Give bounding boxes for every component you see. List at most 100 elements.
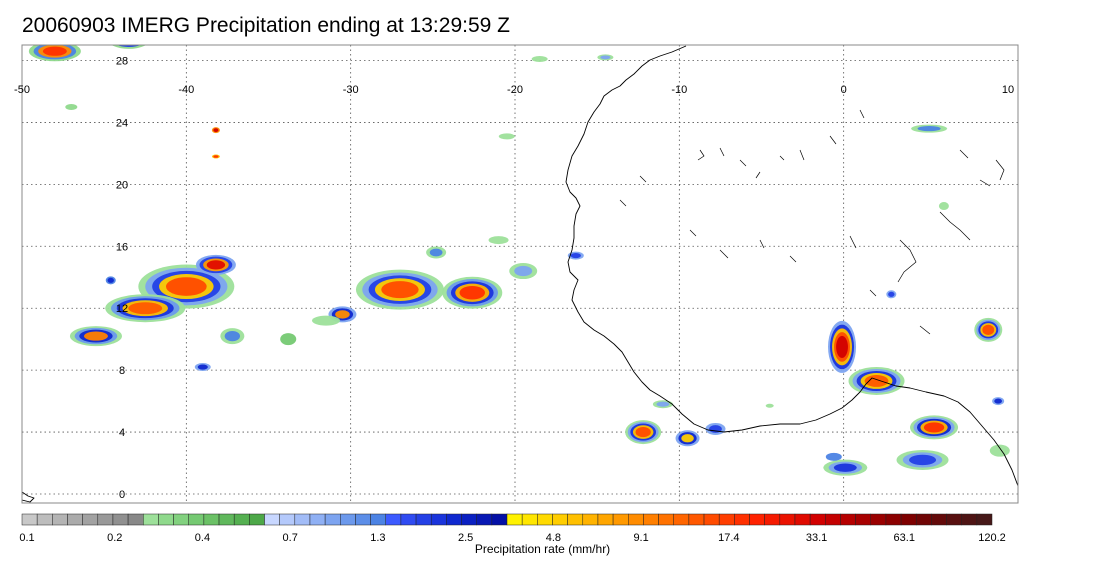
lon-tick-label: -30: [343, 84, 359, 96]
colorbar-swatch: [643, 513, 659, 526]
precip-cell: [83, 331, 108, 341]
precip-cell: [128, 302, 163, 315]
colorbar-swatch: [52, 513, 68, 526]
colorbar-swatch: [158, 513, 174, 526]
precip-cell: [989, 444, 1010, 457]
precipitation-overlay: [28, 45, 1010, 476]
precip-cell: [224, 330, 241, 342]
colorbar-swatch: [506, 513, 523, 526]
precip-cell: [213, 128, 219, 133]
colorbar-swatch: [67, 513, 83, 526]
colorbar-swatch: [900, 513, 917, 526]
colorbar-swatch: [21, 513, 38, 526]
precip-cell: [765, 403, 774, 408]
colorbar-swatch: [112, 513, 129, 526]
precip-cell: [116, 45, 141, 48]
precip-cell: [280, 333, 297, 346]
colorbar-tick-label: 1.3: [370, 532, 385, 544]
precip-cell: [600, 55, 611, 60]
colorbar-swatch: [628, 513, 644, 526]
colorbar-tick-label: 0.2: [107, 532, 122, 544]
map-frame: [21, 44, 1019, 504]
coastline-cape-verde: [22, 491, 35, 503]
colorbar-swatch: [537, 513, 553, 526]
precip-cell: [864, 375, 889, 387]
precip-cell: [65, 103, 78, 110]
colorbar-swatch: [961, 513, 978, 526]
precip-cell: [570, 253, 581, 259]
lat-tick-label: 16: [116, 241, 128, 253]
colorbar-swatch: [294, 513, 311, 526]
colorbar-swatch: [870, 513, 887, 526]
colorbar-swatch: [521, 513, 538, 526]
colorbar-tick-label: 4.8: [546, 532, 561, 544]
latitude-labels: 0 4 8 12 16 20 24 28: [116, 56, 128, 502]
lat-tick-label: 20: [116, 179, 128, 191]
lat-tick-label: 8: [119, 365, 125, 377]
colorbar-swatch: [143, 513, 159, 526]
colorbar-swatch: [809, 513, 826, 526]
colorbar-swatch: [355, 513, 371, 526]
colorbar-tick-label: 120.2: [978, 532, 1006, 544]
lon-tick-label: -20: [507, 84, 523, 96]
colorbar-swatch: [734, 513, 750, 526]
colorbar-swatch: [249, 513, 265, 526]
colorbar-swatch: [279, 513, 296, 526]
precip-cell: [213, 155, 219, 158]
colorbar-swatch: [173, 513, 189, 526]
lon-tick-label: -50: [14, 84, 30, 96]
lat-tick-label: 4: [119, 427, 125, 439]
colorbar-swatch: [415, 513, 432, 526]
precip-cell: [888, 291, 895, 297]
lat-tick-label: 24: [116, 117, 128, 129]
precip-cell: [635, 426, 651, 438]
colorbar-tick-labels: 0.1 0.2 0.4 0.7 1.3 2.5 4.8 9.1 17.4 33.1 63.1 120.…: [19, 532, 1005, 544]
colorbar: [21, 513, 993, 526]
colorbar-swatch: [915, 513, 932, 526]
colorbar-swatch: [794, 513, 811, 526]
precip-cell: [938, 202, 949, 211]
colorbar-swatch: [582, 513, 599, 526]
colorbar-swatch: [825, 513, 841, 526]
colorbar-swatch: [597, 513, 614, 526]
colorbar-swatch: [688, 513, 705, 526]
page-title: 20060903 IMERG Precipitation ending at 1…: [22, 14, 510, 37]
colorbar-swatch: [855, 513, 871, 526]
colorbar-tick-label: 63.1: [894, 532, 915, 544]
colorbar-swatch: [673, 513, 690, 526]
colorbar-swatch: [612, 513, 629, 526]
lon-tick-label: 10: [1002, 84, 1014, 96]
precip-cell: [429, 248, 443, 257]
lon-tick-label: -40: [178, 84, 194, 96]
colorbar-swatch: [749, 513, 765, 526]
colorbar-swatch: [885, 513, 902, 526]
colorbar-swatch: [127, 513, 144, 526]
colorbar-tick-label: 2.5: [458, 532, 473, 544]
colorbar-swatch: [324, 513, 341, 526]
colorbar-swatch: [476, 513, 493, 526]
longitude-labels: -50 -40 -30 -20 -10 0 10: [14, 84, 1014, 96]
colorbar-swatch: [400, 513, 417, 526]
colorbar-swatch: [264, 513, 280, 526]
lat-tick-label: 12: [116, 303, 128, 315]
precip-cell: [498, 133, 515, 140]
colorbar-swatch: [233, 513, 250, 526]
precip-cell: [165, 277, 207, 296]
lat-tick-label: 0: [119, 489, 125, 501]
colorbar-title: Precipitation rate (mm/hr): [0, 542, 1101, 556]
precip-cell: [656, 401, 670, 407]
colorbar-swatch: [718, 513, 735, 526]
colorbar-swatch: [430, 513, 447, 526]
colorbar-swatch: [491, 513, 508, 526]
precip-cell: [206, 260, 226, 270]
precip-cell: [836, 335, 848, 358]
colorbar-swatch: [946, 513, 962, 526]
coastline-inland-features: [619, 109, 1005, 335]
colorbar-swatch: [461, 513, 477, 526]
colorbar-swatch: [188, 513, 205, 526]
precip-cell: [381, 281, 419, 299]
precip-cell: [42, 46, 67, 56]
colorbar-swatch: [385, 513, 402, 526]
colorbar-swatch: [840, 513, 856, 526]
